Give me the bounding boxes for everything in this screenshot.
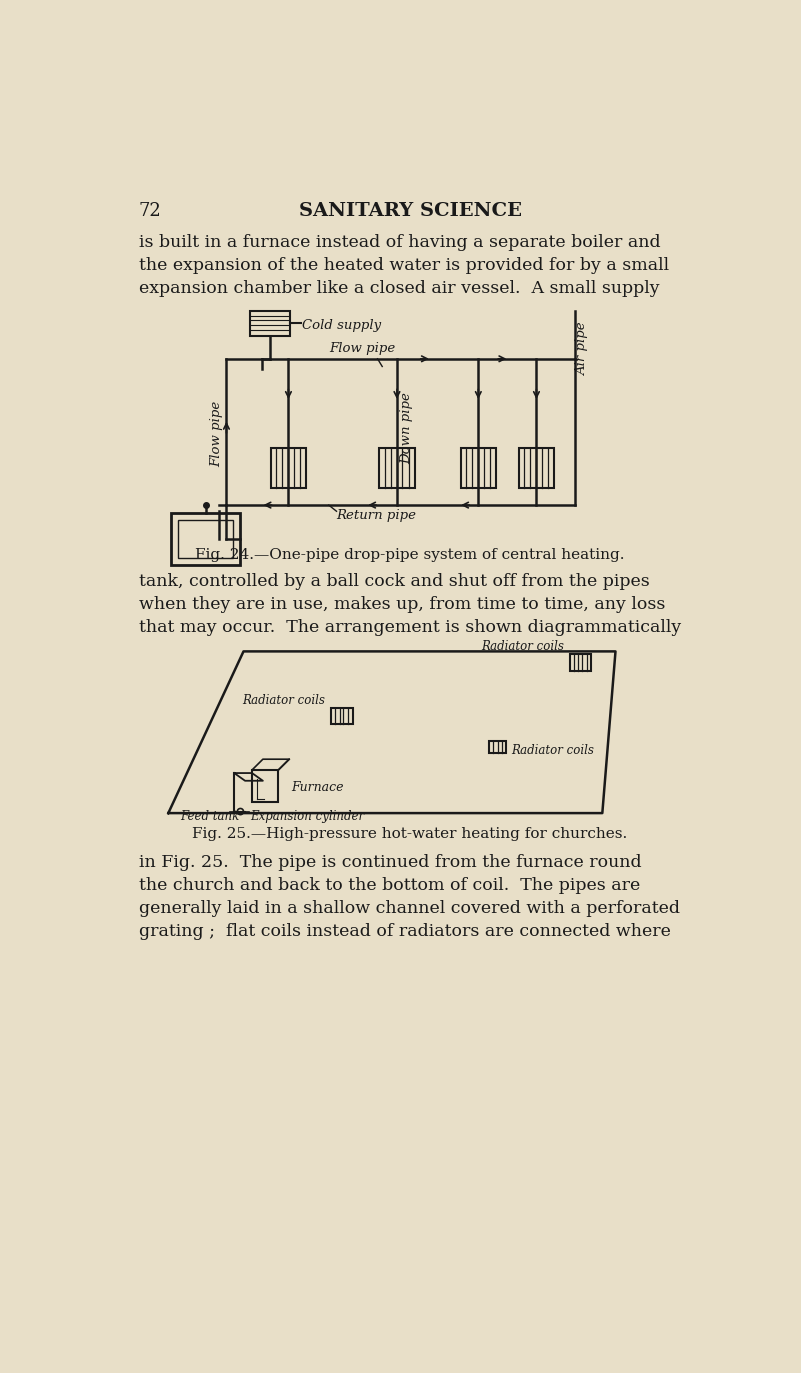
Text: tank, controlled by a ball cock and shut off from the pipes: tank, controlled by a ball cock and shut… [139, 573, 650, 590]
Text: Fig. 24.—One-pipe drop-pipe system of central heating.: Fig. 24.—One-pipe drop-pipe system of ce… [195, 548, 625, 562]
Text: the church and back to the bottom of coil.  The pipes are: the church and back to the bottom of coi… [139, 877, 640, 894]
Bar [171, 512, 239, 566]
Text: is built in a furnace instead of having a separate boiler and: is built in a furnace instead of having … [139, 233, 661, 251]
Text: Feed tank: Feed tank [180, 810, 239, 822]
Text: Expansion cylinder: Expansion cylinder [251, 810, 364, 822]
Text: Flow pipe: Flow pipe [328, 342, 395, 356]
Text: Flow pipe: Flow pipe [211, 401, 223, 467]
Text: Radiator coils: Radiator coils [511, 744, 594, 757]
Text: expansion chamber like a closed air vessel.  A small supply: expansion chamber like a closed air vess… [139, 280, 659, 298]
Text: Radiator coils: Radiator coils [481, 640, 564, 654]
Bar [461, 448, 496, 489]
Text: Furnace: Furnace [291, 781, 344, 794]
Text: in Fig. 25.  The pipe is continued from the furnace round: in Fig. 25. The pipe is continued from t… [139, 854, 642, 870]
Bar [252, 770, 279, 802]
Bar [271, 448, 306, 489]
Text: Fig. 25.—High-pressure hot-water heating for churches.: Fig. 25.—High-pressure hot-water heating… [192, 827, 628, 840]
Bar [331, 708, 352, 724]
Text: Air pipe: Air pipe [576, 323, 589, 376]
Text: grating ;  flat coils instead of radiators are connected where: grating ; flat coils instead of radiator… [139, 923, 670, 941]
Text: 72: 72 [139, 202, 162, 220]
Text: Return pipe: Return pipe [336, 509, 417, 522]
Bar [518, 448, 554, 489]
Bar [489, 740, 506, 752]
Text: Down pipe: Down pipe [400, 391, 413, 464]
Text: generally laid in a shallow channel covered with a perforated: generally laid in a shallow channel cove… [139, 901, 680, 917]
Text: when they are in use, makes up, from time to time, any loss: when they are in use, makes up, from tim… [139, 596, 666, 612]
Bar [179, 520, 232, 559]
Text: the expansion of the heated water is provided for by a small: the expansion of the heated water is pro… [139, 257, 669, 275]
Text: SANITARY SCIENCE: SANITARY SCIENCE [299, 202, 521, 220]
Bar [570, 655, 591, 671]
Text: Cold supply: Cold supply [303, 319, 381, 332]
Bar [250, 312, 290, 336]
Bar [379, 448, 415, 489]
Text: Radiator coils: Radiator coils [242, 693, 325, 707]
Text: that may occur.  The arrangement is shown diagrammatically: that may occur. The arrangement is shown… [139, 619, 681, 636]
